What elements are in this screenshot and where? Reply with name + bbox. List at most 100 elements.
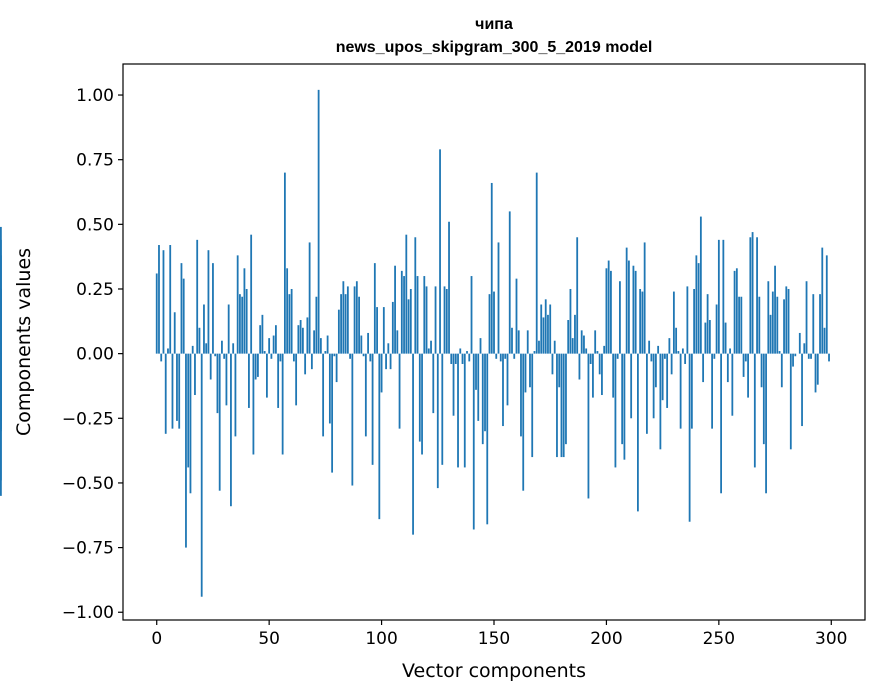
- y-axis-label: Components values: [13, 248, 35, 436]
- bar-168: [533, 351, 536, 354]
- bar-39: [243, 268, 246, 354]
- bar-170: [538, 340, 540, 354]
- bar-24: [209, 353, 212, 380]
- bar-276: [776, 296, 779, 354]
- bar-280: [785, 286, 788, 354]
- bar-265: [751, 232, 754, 354]
- bar-255: [729, 348, 731, 354]
- bar-1: [158, 245, 160, 354]
- bar-undefined: [0, 353, 2, 380]
- bar-28: [218, 353, 221, 491]
- bar-142: [475, 353, 477, 390]
- bar-21: [203, 304, 205, 354]
- bar-33: [230, 353, 232, 507]
- bar-155: [504, 353, 507, 359]
- bar-247: [711, 353, 713, 429]
- bar-226: [663, 353, 666, 359]
- y-tick-label: −0.25: [62, 409, 114, 429]
- bar-157: [508, 211, 511, 354]
- bar-295: [819, 294, 821, 354]
- bar-82: [340, 294, 342, 354]
- bar-264: [749, 237, 752, 354]
- bar-231: [675, 327, 678, 354]
- bar-74: [322, 353, 325, 437]
- bar-98: [376, 307, 378, 354]
- bar-257: [733, 270, 736, 354]
- bar-177: [553, 340, 556, 354]
- bar-237: [688, 353, 691, 522]
- bar-269: [760, 353, 763, 388]
- bar-212: [632, 265, 635, 354]
- bar-22: [205, 343, 208, 354]
- chart-subtitle: news_upos_skipgram_300_5_2019 model: [336, 39, 653, 56]
- bar-256: [731, 353, 734, 416]
- bar-292: [812, 294, 815, 354]
- y-tick-label: −0.75: [62, 539, 114, 559]
- bar-34: [232, 343, 235, 354]
- bar-224: [659, 353, 662, 450]
- bar-180: [560, 353, 563, 458]
- bar-270: [762, 353, 765, 445]
- bar-132: [452, 353, 455, 416]
- bar-234: [681, 348, 684, 354]
- bar-3: [162, 250, 165, 354]
- bar-219: [648, 340, 651, 354]
- bar-178: [556, 353, 558, 458]
- bar-118: [421, 353, 423, 455]
- bar-61: [292, 353, 295, 362]
- bar-undefined: [0, 353, 2, 421]
- bar-123: [432, 353, 435, 414]
- bar-91: [360, 335, 363, 354]
- bar-113: [409, 288, 412, 354]
- bar-70: [313, 330, 316, 354]
- bar-174: [547, 314, 549, 354]
- bar-122: [430, 340, 432, 354]
- bar-162: [520, 353, 522, 437]
- bar-190: [583, 335, 585, 354]
- bar-105: [391, 301, 394, 354]
- x-tick-label: 150: [478, 629, 510, 649]
- bar-35: [234, 353, 237, 437]
- bar-109: [400, 270, 403, 354]
- bar-11: [180, 263, 183, 354]
- bar-46: [259, 325, 262, 354]
- bar-60: [290, 288, 293, 354]
- bar-89: [355, 281, 358, 354]
- bar-112: [407, 299, 410, 354]
- bar-203: [612, 353, 615, 398]
- bar-283: [792, 353, 794, 367]
- bar-86: [349, 353, 351, 359]
- bar-163: [522, 353, 525, 491]
- bar-67: [306, 317, 309, 354]
- bar-99: [378, 353, 381, 520]
- bar-16: [191, 345, 194, 354]
- bar-41: [248, 353, 250, 408]
- bar-202: [610, 270, 612, 354]
- bar-164: [524, 353, 527, 393]
- bar-259: [738, 296, 740, 354]
- bar-193: [589, 353, 592, 364]
- bar-191: [585, 348, 588, 354]
- bar-121: [427, 348, 430, 354]
- bar-135: [459, 348, 462, 354]
- bar-59: [288, 294, 291, 354]
- bar-94: [367, 332, 369, 354]
- x-tick-label: 100: [365, 629, 397, 649]
- bar-248: [713, 353, 716, 359]
- bar-23: [207, 250, 210, 354]
- bar-184: [569, 288, 572, 354]
- bar-0: [155, 273, 158, 354]
- bar-126: [439, 149, 441, 354]
- bar-189: [580, 330, 583, 354]
- bar-79: [333, 353, 336, 357]
- bar-undefined: [0, 343, 2, 354]
- bar-47: [261, 314, 264, 354]
- bar-102: [385, 353, 387, 370]
- bar-75: [324, 351, 327, 354]
- bar-139: [468, 353, 471, 362]
- bar-291: [810, 353, 812, 359]
- y-tick-label: 0.00: [76, 345, 114, 365]
- bar-18: [196, 239, 199, 354]
- bar-53: [275, 325, 277, 354]
